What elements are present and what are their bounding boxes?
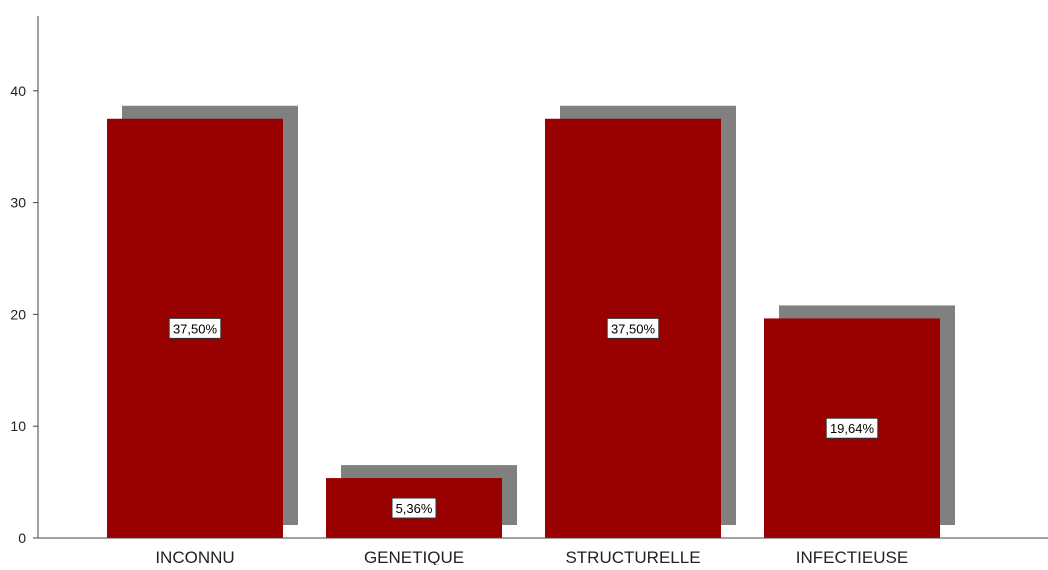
- data-label: 37,50%: [611, 321, 656, 336]
- data-label: 5,36%: [396, 501, 433, 516]
- data-label-box: [391, 497, 437, 519]
- data-label-box: [168, 317, 222, 339]
- data-label: 37,50%: [173, 321, 218, 336]
- data-label: 19,64%: [830, 421, 875, 436]
- axes: [37, 16, 1048, 539]
- x-tick-label: GENETIQUE: [364, 548, 464, 565]
- data-labels: 37,50% 5,36% 37,50% 19,64%: [168, 317, 879, 519]
- bars: [107, 118, 940, 538]
- x-tick-label: INFECTIEUSE: [796, 548, 908, 565]
- y-tick-label: 10: [10, 418, 26, 434]
- y-tick-label: 20: [10, 306, 26, 322]
- x-tick-label: INCONNU: [155, 548, 234, 565]
- data-label-box: [606, 317, 660, 339]
- x-tick-label: STRUCTURELLE: [565, 548, 700, 565]
- y-tick-label: 0: [18, 530, 26, 546]
- y-tick-label: 40: [10, 83, 26, 99]
- y-tick-label: 30: [10, 195, 26, 211]
- data-label-box: [825, 417, 879, 439]
- x-labels: INCONNU GENETIQUE STRUCTURELLE INFECTIEUSE: [155, 548, 908, 567]
- y-ticks: 0 10 20 30 40: [10, 83, 38, 546]
